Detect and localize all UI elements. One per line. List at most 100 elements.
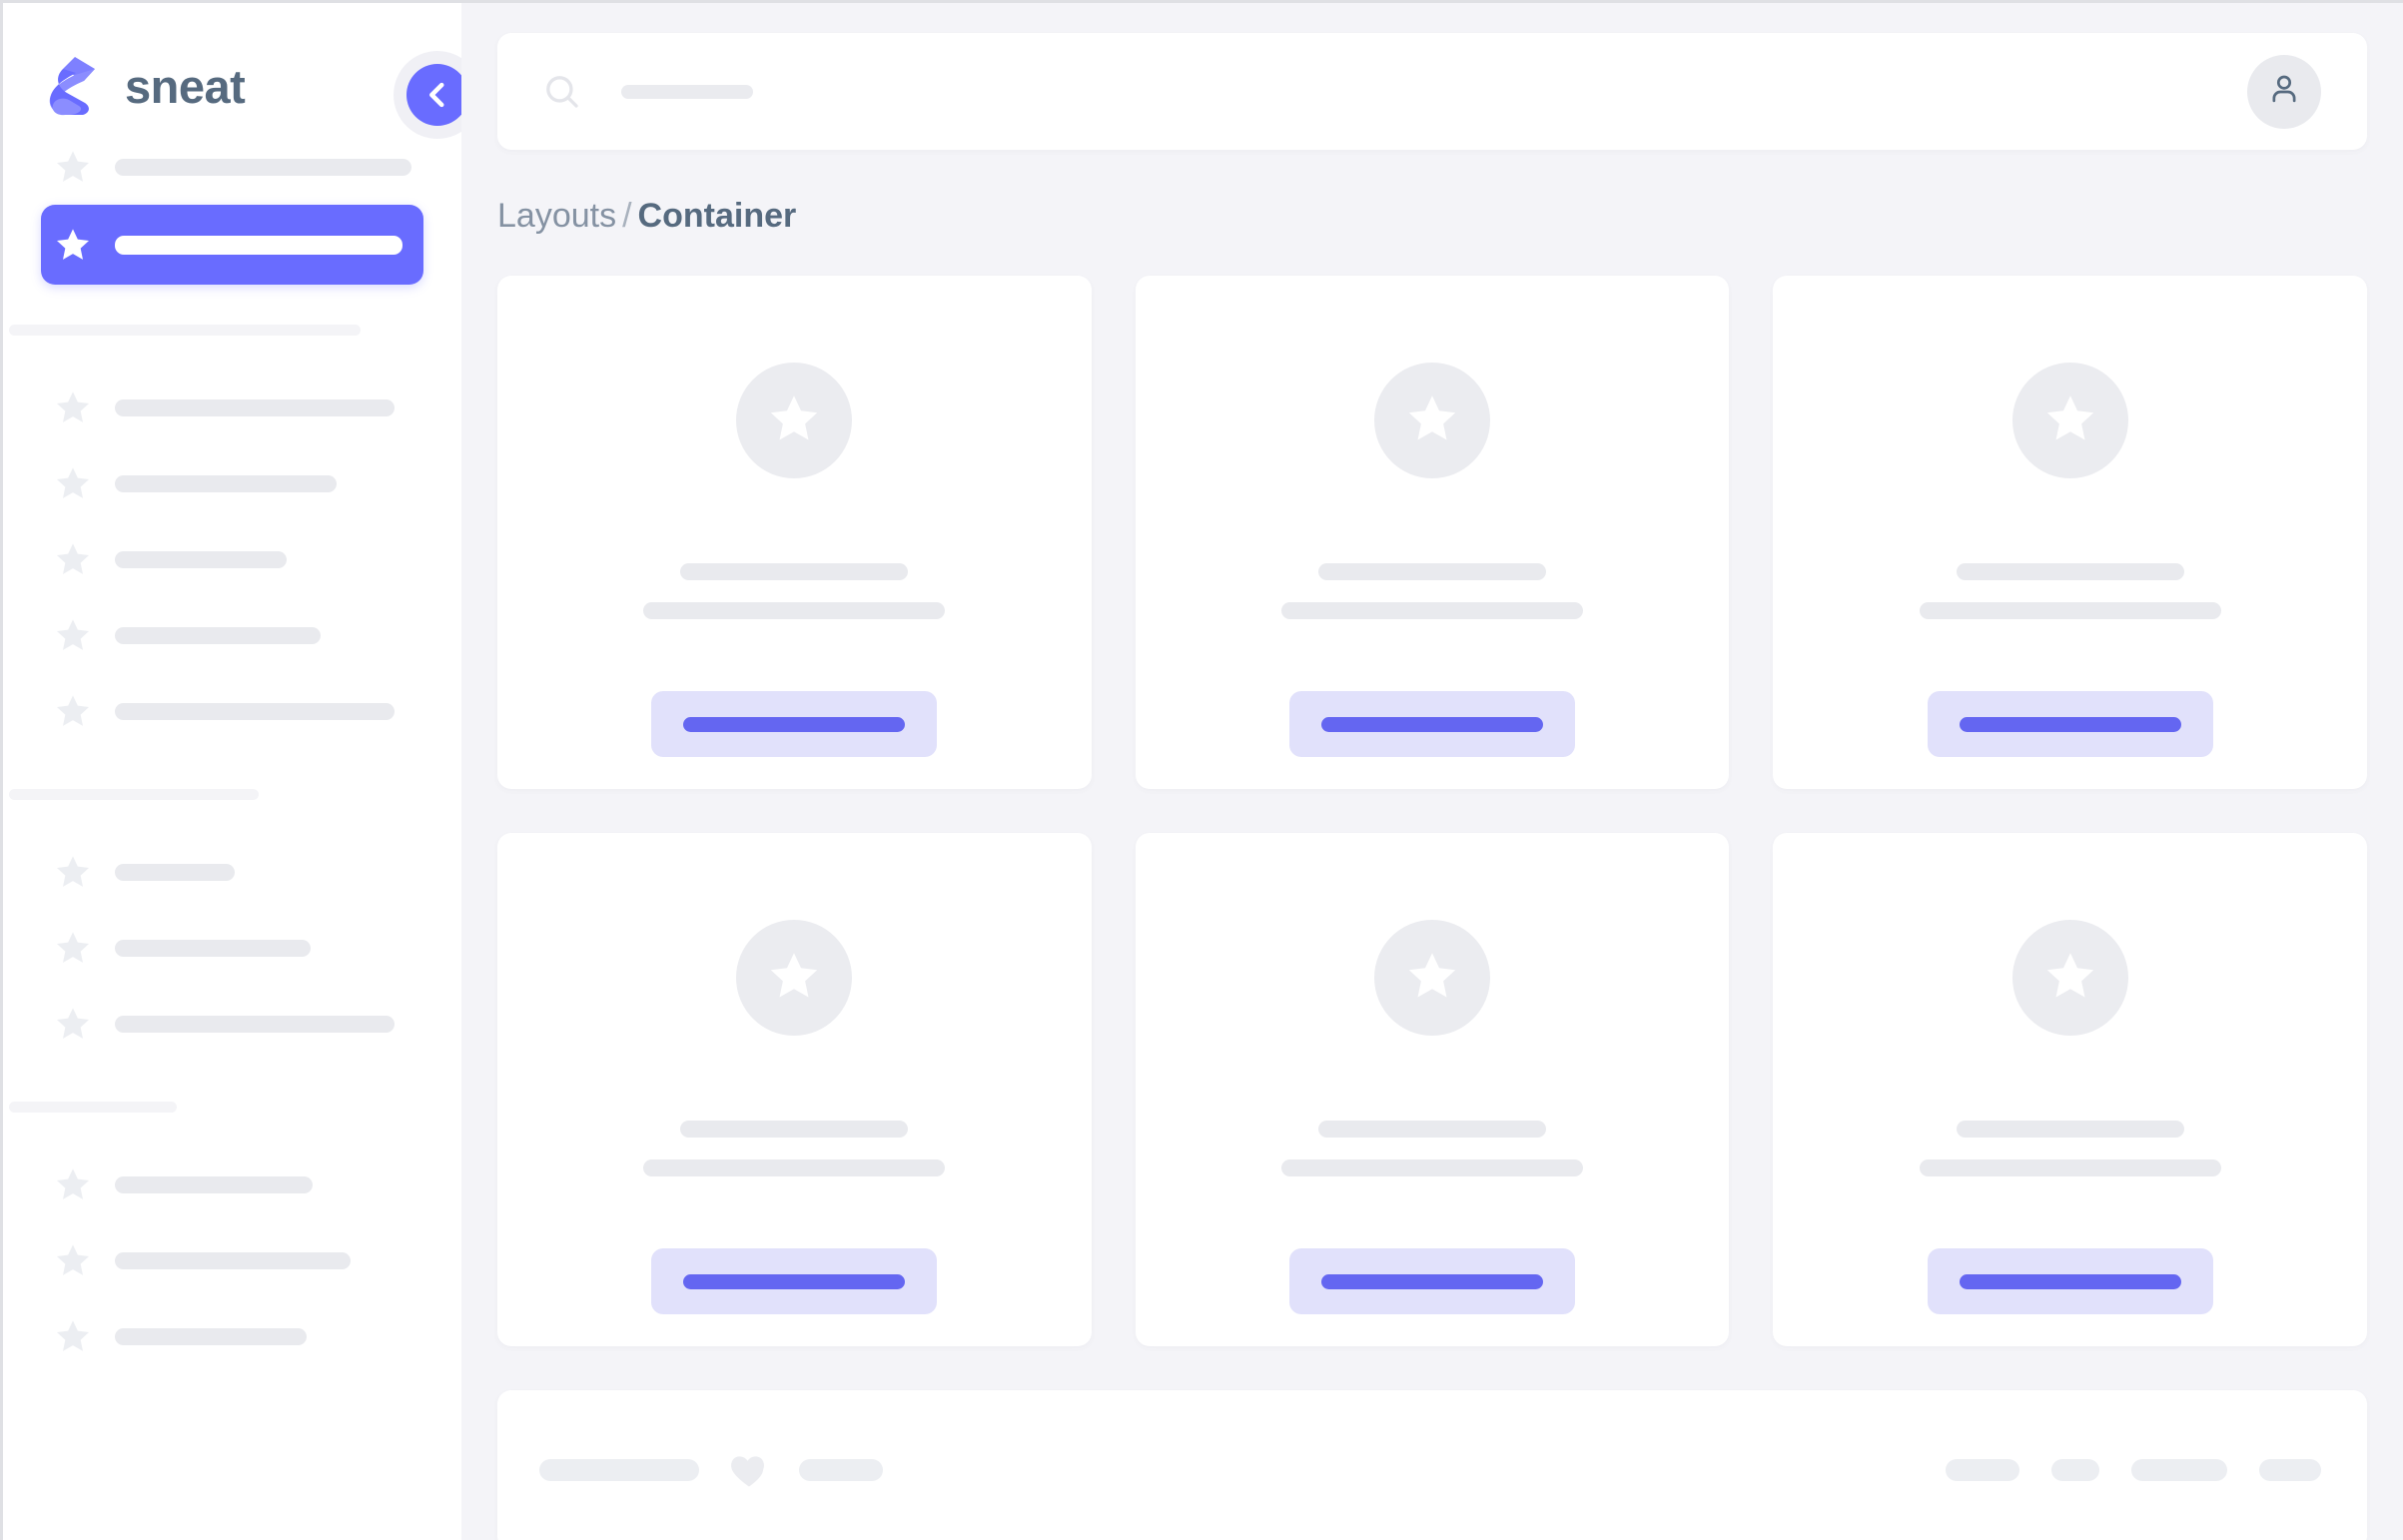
sneat-s-logo-icon [45, 55, 103, 117]
star-icon [53, 1004, 93, 1044]
sidebar-item-2-0[interactable] [41, 834, 423, 910]
sidebar-item-0-0[interactable] [41, 129, 423, 205]
card-subtitle-placeholder [1280, 1159, 1583, 1177]
card-action-label [1320, 1273, 1543, 1289]
sidebar-section-3 [3, 1147, 461, 1374]
star-icon [53, 387, 93, 427]
card-subtitle-placeholder [643, 1159, 946, 1177]
card-action-label [1959, 1273, 2181, 1289]
card-action-label [1959, 716, 2181, 732]
footer [497, 1390, 2367, 1540]
brand-name: sneat [125, 59, 246, 113]
footer-right-group [1946, 1459, 2321, 1482]
sidebar-item-1-0[interactable] [41, 370, 423, 445]
sidebar-item-label [115, 1175, 313, 1193]
star-icon [53, 463, 93, 503]
card-avatar [2011, 920, 2128, 1037]
footer-link-placeholder[interactable] [799, 1459, 883, 1482]
sidebar-nav [3, 129, 461, 1374]
footer-link-2[interactable] [2131, 1459, 2227, 1482]
sidebar-section-0 [3, 129, 461, 285]
star-icon [765, 389, 823, 452]
sidebar-item-label [115, 550, 287, 568]
search-icon [541, 71, 583, 113]
sidebar-item-label [115, 235, 402, 255]
star-icon [2041, 389, 2099, 452]
sidebar-item-label [115, 398, 395, 416]
sidebar-section-header [9, 1102, 177, 1113]
card-action-label [683, 716, 906, 732]
card-avatar [736, 363, 853, 479]
sidebar-item-1-4[interactable] [41, 673, 423, 749]
card-title-placeholder [680, 1121, 909, 1139]
heart-icon [727, 1448, 771, 1492]
sidebar-section-header [9, 325, 361, 336]
search-box[interactable] [541, 71, 2247, 113]
brand[interactable]: sneat [3, 3, 461, 129]
star-icon [53, 147, 93, 187]
sidebar-item-1-1[interactable] [41, 445, 423, 521]
star-icon [53, 691, 93, 731]
feature-card [497, 276, 1092, 790]
sidebar-item-1-3[interactable] [41, 597, 423, 673]
feature-card [497, 833, 1092, 1347]
star-icon [1403, 389, 1461, 452]
sidebar-item-3-1[interactable] [41, 1222, 423, 1298]
star-icon [2041, 947, 2099, 1010]
sidebar-item-3-0[interactable] [41, 1147, 423, 1222]
footer-link-0[interactable] [1946, 1459, 2019, 1482]
card-avatar [1373, 920, 1490, 1037]
card-action-button[interactable] [1927, 1248, 2213, 1315]
footer-link-3[interactable] [2259, 1459, 2321, 1482]
star-icon [53, 539, 93, 579]
footer-text-placeholder [539, 1459, 699, 1482]
footer-link-1[interactable] [2051, 1459, 2099, 1482]
star-icon [53, 1240, 93, 1280]
sidebar-item-label [115, 939, 311, 957]
card-action-button[interactable] [1288, 691, 1575, 758]
sidebar-item-3-2[interactable] [41, 1298, 423, 1374]
sidebar-item-label [115, 863, 235, 881]
card-avatar [2011, 363, 2128, 479]
content-area: Layouts / Container [461, 3, 2403, 1540]
sidebar-item-label [115, 702, 395, 720]
sidebar: sneat [3, 3, 461, 1540]
feature-card [1135, 276, 1730, 790]
sidebar-collapse-button[interactable] [406, 64, 461, 126]
card-title-placeholder [1956, 563, 2184, 581]
sidebar-item-0-1[interactable] [41, 205, 423, 285]
card-action-button[interactable] [1927, 691, 2213, 758]
sidebar-item-label [115, 1015, 395, 1033]
sidebar-item-2-2[interactable] [41, 986, 423, 1062]
card-action-button[interactable] [1288, 1248, 1575, 1315]
user-icon [2265, 70, 2303, 113]
chevron-left-icon [420, 78, 454, 112]
card-subtitle-placeholder [1919, 1159, 2221, 1177]
sidebar-item-1-2[interactable] [41, 521, 423, 597]
sidebar-item-label [115, 1327, 307, 1345]
card-action-button[interactable] [651, 691, 938, 758]
star-icon [53, 615, 93, 655]
feature-card [1773, 276, 2367, 790]
card-avatar [1373, 363, 1490, 479]
breadcrumb-current: Container [637, 197, 797, 235]
sidebar-item-label [115, 474, 337, 492]
footer-left-group [539, 1448, 883, 1492]
sidebar-section-2 [3, 834, 461, 1062]
search-input[interactable] [621, 84, 753, 99]
feature-card [1773, 833, 2367, 1347]
star-icon [53, 1164, 93, 1204]
star-icon [53, 225, 93, 265]
sidebar-section-1 [3, 370, 461, 749]
breadcrumb: Layouts / Container [497, 194, 2403, 238]
card-title-placeholder [680, 563, 909, 581]
breadcrumb-parent[interactable]: Layouts [497, 197, 617, 235]
star-icon [1403, 947, 1461, 1010]
avatar[interactable] [2247, 54, 2321, 129]
card-avatar [736, 920, 853, 1037]
star-icon [53, 852, 93, 892]
card-grid [497, 276, 2367, 1347]
card-action-button[interactable] [651, 1248, 938, 1315]
sidebar-collapse-holder [394, 51, 461, 139]
sidebar-item-2-1[interactable] [41, 910, 423, 986]
